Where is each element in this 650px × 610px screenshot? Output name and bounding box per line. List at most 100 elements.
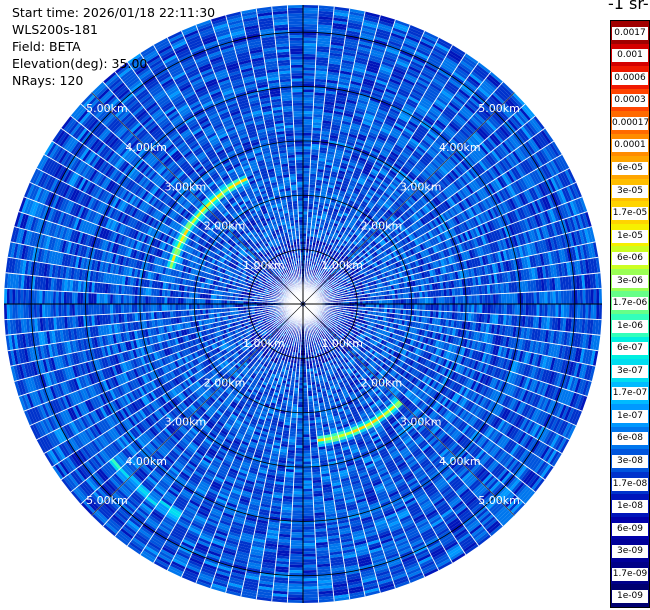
range-bin bbox=[553, 191, 562, 206]
range-bin bbox=[406, 32, 422, 41]
range-bin bbox=[310, 228, 315, 232]
range-bin bbox=[398, 283, 403, 289]
range-bin bbox=[303, 94, 314, 98]
range-bin bbox=[331, 124, 341, 129]
range-bin bbox=[313, 103, 325, 107]
range-bin bbox=[387, 265, 392, 271]
range-bin bbox=[442, 110, 454, 121]
range-bin bbox=[323, 103, 335, 109]
range-bin bbox=[368, 131, 379, 138]
range-bin bbox=[312, 119, 323, 123]
range-bin bbox=[566, 247, 572, 262]
range-bin bbox=[405, 292, 409, 299]
range-bin bbox=[434, 244, 441, 253]
range-bin bbox=[419, 291, 423, 298]
range-bin bbox=[330, 264, 334, 269]
range-bin bbox=[480, 142, 492, 154]
range-bin bbox=[303, 83, 315, 87]
range-bin bbox=[551, 222, 558, 237]
range-bin bbox=[317, 290, 321, 293]
range-bin bbox=[441, 130, 453, 141]
range-bin bbox=[457, 88, 471, 100]
range-bin bbox=[499, 202, 507, 215]
range-bin bbox=[434, 282, 439, 291]
range-bin bbox=[451, 206, 459, 216]
range-bin bbox=[460, 242, 466, 252]
range-bin bbox=[332, 113, 344, 118]
range-bin bbox=[425, 277, 430, 285]
range-bin bbox=[303, 157, 311, 161]
range-bin bbox=[460, 144, 471, 155]
range-bin bbox=[354, 109, 366, 116]
range-bin bbox=[538, 131, 550, 146]
range-bin bbox=[399, 266, 404, 273]
range-bin bbox=[370, 94, 382, 101]
range-bin bbox=[403, 304, 407, 310]
range-bin bbox=[382, 55, 397, 63]
range-bin bbox=[460, 200, 468, 211]
range-bin bbox=[364, 240, 370, 246]
range-bin bbox=[453, 215, 461, 226]
range-bin bbox=[376, 25, 393, 33]
range-bin bbox=[426, 132, 437, 142]
range-bin bbox=[308, 198, 315, 202]
range-bin bbox=[373, 118, 384, 126]
range-bin bbox=[351, 174, 360, 180]
range-bin bbox=[360, 125, 371, 132]
range-bin bbox=[306, 225, 312, 229]
range-bin bbox=[437, 204, 445, 214]
range-bin bbox=[465, 250, 472, 260]
range-bin bbox=[317, 234, 322, 239]
range-bin bbox=[573, 182, 583, 198]
range-bin bbox=[539, 239, 545, 254]
range-bin bbox=[336, 91, 348, 97]
range-bin bbox=[478, 266, 483, 276]
range-bin bbox=[464, 122, 476, 133]
range-bin bbox=[383, 90, 396, 98]
range-bin bbox=[541, 239, 548, 253]
range-bin bbox=[392, 250, 398, 258]
range-bin bbox=[391, 289, 395, 295]
range-bin bbox=[550, 176, 559, 192]
range-bin bbox=[397, 308, 401, 315]
range-bin bbox=[412, 261, 417, 268]
range-bin bbox=[565, 232, 572, 248]
range-bin bbox=[343, 109, 355, 115]
range-bin bbox=[350, 219, 357, 225]
range-bin bbox=[395, 299, 399, 304]
range-bin bbox=[334, 203, 341, 208]
range-bin bbox=[370, 268, 376, 274]
range-bin bbox=[309, 241, 313, 245]
range-bin bbox=[437, 117, 449, 127]
range-bin bbox=[416, 266, 422, 274]
range-bin bbox=[390, 252, 396, 259]
range-bin bbox=[574, 214, 582, 231]
range-bin bbox=[440, 289, 445, 297]
range-bin bbox=[326, 214, 332, 219]
range-bin bbox=[489, 166, 500, 179]
range-bin bbox=[574, 260, 579, 276]
range-bin bbox=[399, 259, 405, 267]
range-bin bbox=[595, 257, 601, 274]
range-bin bbox=[432, 253, 438, 262]
range-bin bbox=[478, 174, 488, 186]
range-bin bbox=[451, 236, 458, 246]
range-bin bbox=[380, 98, 393, 106]
range-bin bbox=[303, 26, 318, 30]
range-bin bbox=[392, 178, 401, 186]
range-bin bbox=[313, 234, 318, 238]
range-bin bbox=[563, 186, 572, 202]
range-bin bbox=[447, 52, 462, 63]
range-bin bbox=[564, 202, 572, 218]
range-bin bbox=[416, 228, 424, 237]
range-bin bbox=[303, 230, 307, 234]
range-bin bbox=[303, 119, 313, 123]
range-bin bbox=[477, 275, 482, 286]
range-bin bbox=[390, 105, 402, 113]
range-bin bbox=[451, 73, 465, 85]
range-bin bbox=[315, 65, 329, 69]
range-bin bbox=[414, 253, 420, 261]
range-bin bbox=[317, 289, 320, 293]
range-bin bbox=[303, 89, 315, 93]
range-bin bbox=[513, 222, 521, 235]
